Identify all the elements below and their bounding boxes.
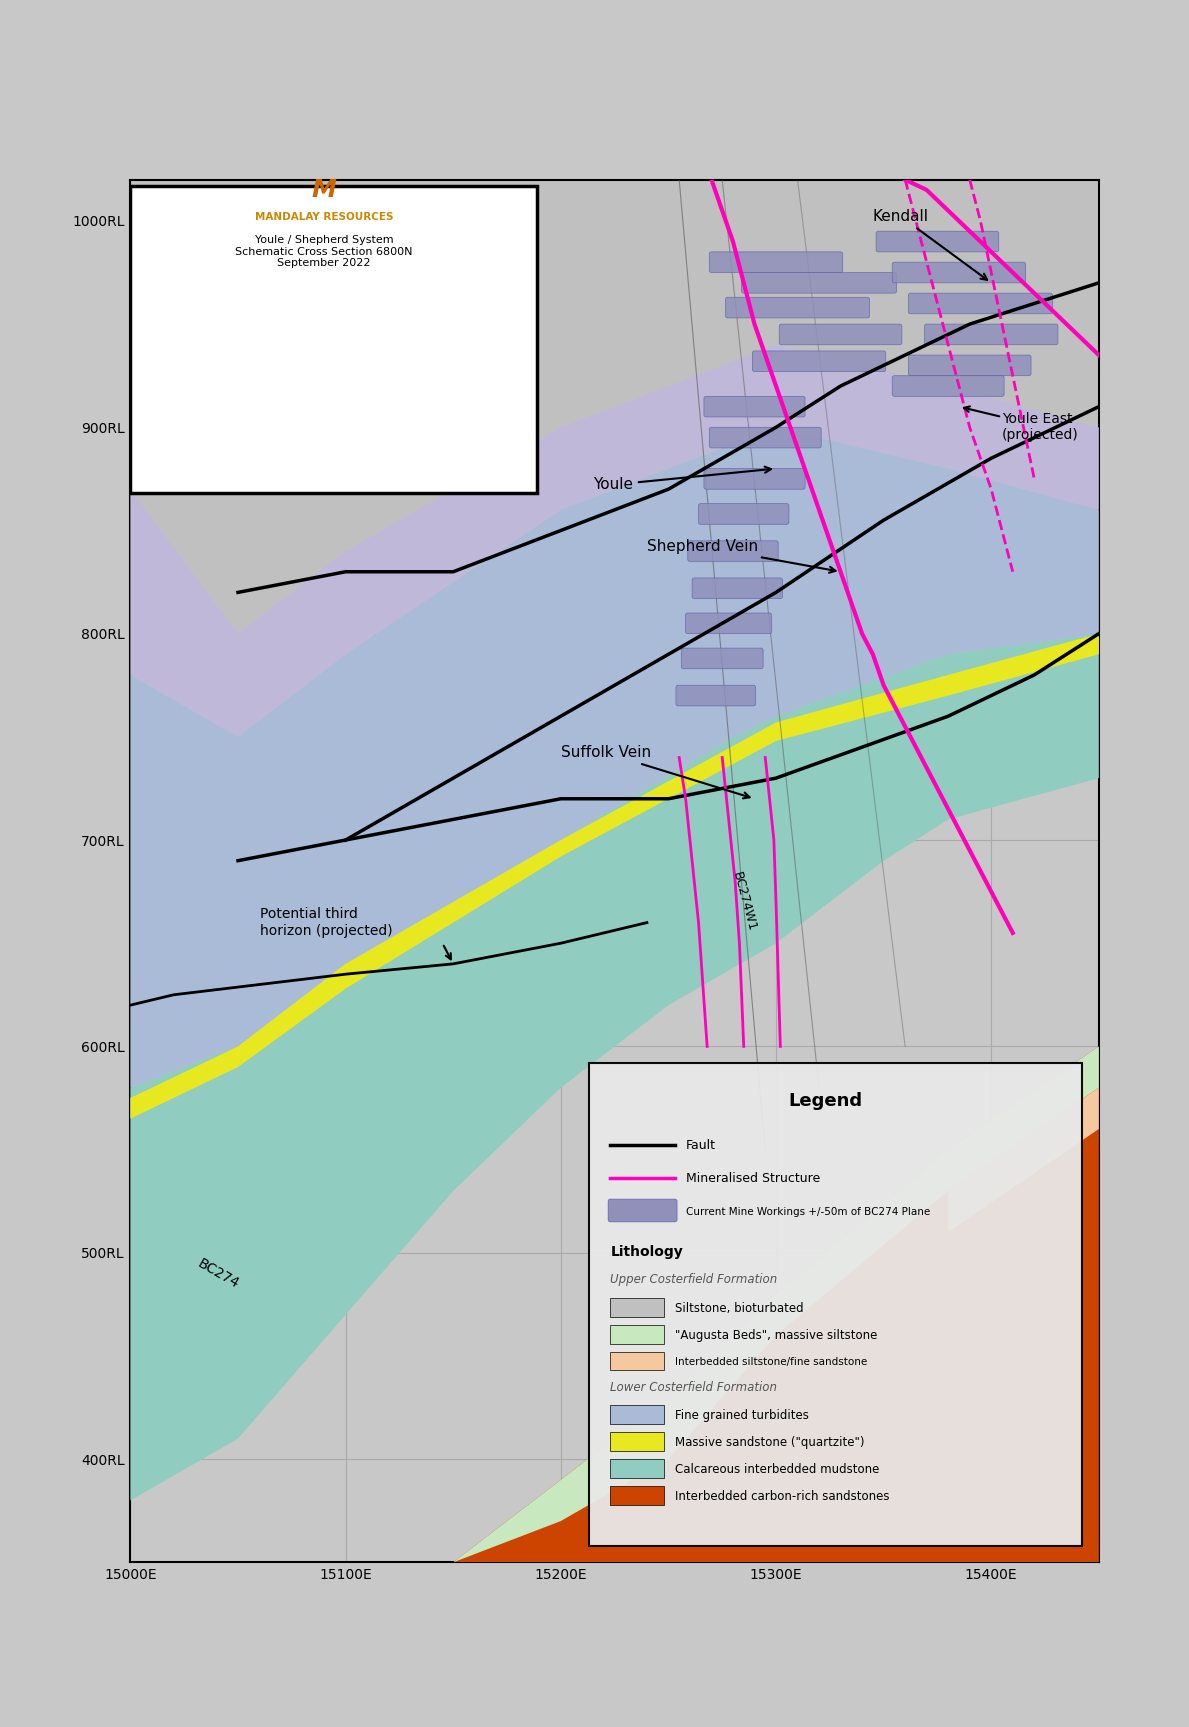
Text: Youle East
(projected): Youle East (projected) [1002,413,1078,442]
Text: Shepherd Vein: Shepherd Vein [647,539,836,573]
Text: Calcareous interbedded mudstone: Calcareous interbedded mudstone [675,1463,879,1477]
Text: Fault: Fault [686,1140,716,1152]
FancyBboxPatch shape [742,273,897,294]
Text: Potential third
horizon (projected): Potential third horizon (projected) [259,907,392,938]
FancyBboxPatch shape [710,252,843,273]
Polygon shape [948,1088,1099,1231]
FancyBboxPatch shape [779,325,902,345]
Text: Youle: Youle [593,466,770,492]
Text: Interbedded carbon-rich sandstones: Interbedded carbon-rich sandstones [675,1490,889,1502]
Text: BC274W1: BC274W1 [730,870,757,933]
Bar [610,1406,665,1425]
FancyBboxPatch shape [131,187,537,494]
FancyBboxPatch shape [908,294,1052,314]
FancyBboxPatch shape [704,395,805,416]
Text: Fine grained turbidites: Fine grained turbidites [675,1409,809,1423]
FancyBboxPatch shape [675,686,755,706]
Polygon shape [131,180,1099,634]
Polygon shape [346,1047,1099,1563]
Bar [610,1432,665,1451]
Bar [610,1485,665,1504]
Bar [610,1459,665,1478]
FancyBboxPatch shape [892,263,1026,283]
FancyBboxPatch shape [589,1062,1082,1546]
Bar [610,1325,665,1344]
Text: Suffolk Vein: Suffolk Vein [561,746,749,798]
Text: Interbedded siltstone/fine sandstone: Interbedded siltstone/fine sandstone [675,1357,867,1368]
Text: "Augusta Beds", massive siltstone: "Augusta Beds", massive siltstone [675,1328,877,1342]
Text: Legend: Legend [788,1091,862,1110]
FancyBboxPatch shape [686,613,772,634]
FancyBboxPatch shape [692,579,782,599]
FancyBboxPatch shape [704,468,805,489]
Polygon shape [453,1047,1099,1563]
Polygon shape [131,427,1099,1088]
Bar [610,1352,665,1371]
FancyBboxPatch shape [725,297,869,318]
Text: Lower Costerfield Formation: Lower Costerfield Formation [610,1380,778,1394]
Text: BC274: BC274 [195,1256,241,1290]
FancyBboxPatch shape [892,376,1005,395]
Polygon shape [131,634,1099,1119]
Text: Siltstone, bioturbated: Siltstone, bioturbated [675,1302,804,1314]
Text: Mineralised Structure: Mineralised Structure [686,1173,820,1185]
Polygon shape [131,634,1099,1501]
Text: Massive sandstone ("quartzite"): Massive sandstone ("quartzite") [675,1437,864,1449]
Text: Youle / Shepherd System
Schematic Cross Section 6800N
September 2022: Youle / Shepherd System Schematic Cross … [235,235,413,268]
FancyBboxPatch shape [681,648,763,668]
FancyBboxPatch shape [710,427,822,447]
Bar [610,1299,665,1316]
Text: Current Mine Workings +/-50m of BC274 Plane: Current Mine Workings +/-50m of BC274 Pl… [686,1207,930,1216]
FancyBboxPatch shape [876,231,999,252]
Text: M: M [312,178,336,202]
Text: Lithology: Lithology [610,1245,682,1259]
FancyBboxPatch shape [699,504,789,525]
Text: Upper Costerfield Formation: Upper Costerfield Formation [610,1273,778,1287]
Text: MANDALAY RESOURCES: MANDALAY RESOURCES [254,212,394,221]
Polygon shape [131,345,1099,737]
FancyBboxPatch shape [908,356,1031,376]
FancyBboxPatch shape [687,541,778,561]
FancyBboxPatch shape [608,1199,677,1221]
FancyBboxPatch shape [753,351,886,371]
FancyBboxPatch shape [925,325,1058,345]
Text: Kendall: Kendall [873,209,987,280]
